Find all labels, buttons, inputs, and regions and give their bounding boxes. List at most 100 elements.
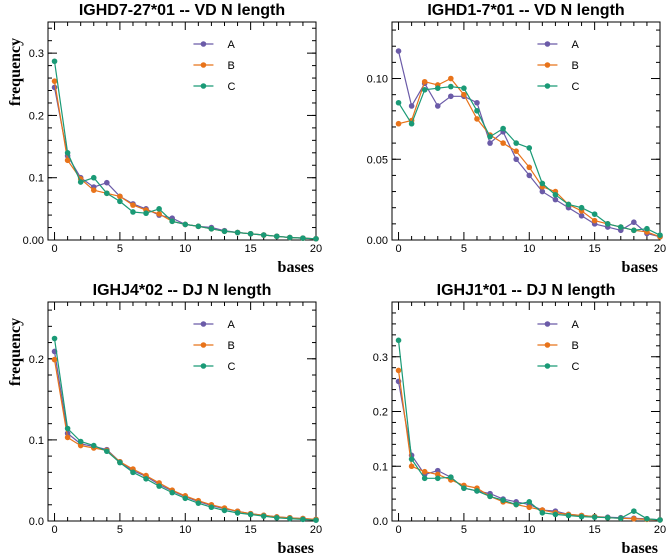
y-tick-label: 0.1 [373, 461, 388, 473]
data-point [434, 475, 441, 482]
data-point [287, 234, 293, 241]
data-point [526, 499, 533, 505]
chart-panel-3: 0 5 10 15 20 0.0 0.1 0.2 IGHJ4*02 -- DJ N length… [7, 282, 322, 557]
data-point [461, 85, 467, 92]
y-tick-label: 0.10 [367, 74, 388, 86]
data-point [221, 507, 228, 514]
legend-label: A [571, 39, 579, 51]
data-point [513, 156, 519, 163]
data-point [591, 211, 598, 217]
data-point [421, 475, 428, 482]
data-point [408, 456, 415, 462]
data-point [104, 179, 110, 186]
data-point [313, 517, 319, 523]
y-tick-label: 0.00 [23, 235, 44, 247]
data-point [117, 198, 123, 205]
data-point [300, 235, 306, 241]
data-point [90, 187, 97, 193]
legend-swatch-marker [200, 41, 207, 47]
data-point [591, 217, 598, 224]
data-point [208, 504, 215, 511]
x-tick-label: 0 [51, 524, 57, 536]
data-point [234, 229, 241, 236]
series-B [51, 78, 319, 242]
data-point [64, 425, 71, 432]
x-axis-label: bases [278, 540, 314, 557]
data-point [51, 58, 58, 65]
data-point [617, 515, 624, 522]
data-point [182, 221, 189, 228]
data-point [474, 488, 480, 494]
x-tick-label: 5 [461, 524, 467, 536]
data-point [631, 508, 637, 514]
plot-frame [47, 21, 317, 241]
chart-panel-4: 0 5 10 15 20 0.0 0.1 0.2 0.3 IGHJ1*01 -- DJ N len… [373, 282, 666, 557]
legend-label: C [571, 361, 579, 373]
data-point [421, 87, 428, 93]
data-point [644, 516, 650, 522]
y-tick-label: 0.00 [367, 235, 388, 247]
data-point [552, 191, 559, 198]
y-tick-label: 0.1 [29, 435, 44, 447]
data-point [77, 442, 84, 449]
series-line [397, 85, 661, 236]
series-line [53, 81, 317, 240]
x-tick-label: 10 [523, 524, 535, 536]
y-tick-label: 0.05 [367, 154, 388, 166]
data-point [487, 133, 493, 140]
series-line [53, 87, 317, 240]
plot-frame [391, 301, 661, 522]
series-C [395, 83, 663, 238]
data-point [221, 228, 228, 235]
series-A [51, 84, 319, 242]
plot-frame [391, 21, 661, 241]
data-point [526, 164, 533, 171]
data-point [395, 120, 402, 127]
data-point [631, 227, 637, 234]
data-point [169, 218, 175, 225]
data-point [487, 493, 493, 500]
y-tick-label: 0.0 [373, 516, 388, 528]
legend-swatch-marker [544, 363, 551, 369]
series-A [395, 48, 663, 240]
legend-swatch-marker [200, 363, 207, 369]
data-point [90, 174, 97, 181]
data-point [247, 230, 254, 237]
data-point [500, 497, 506, 503]
data-point [130, 202, 136, 208]
chart-title: IGHD7-27*01 -- VD N length [79, 2, 285, 19]
legend-swatch-marker [544, 342, 551, 348]
y-tick-label: 0.3 [29, 48, 44, 60]
x-tick-label: 20 [310, 243, 322, 255]
data-point [64, 434, 71, 441]
data-point [421, 78, 428, 85]
y-tick-label: 0.2 [29, 110, 44, 122]
legend-label: C [227, 361, 235, 373]
series-B [395, 75, 663, 240]
legend-swatch-marker [200, 62, 207, 68]
data-point [461, 91, 467, 98]
data-point [487, 140, 493, 146]
chart-panel-1: 0 5 10 15 20 0.00 0.1 0.2 0.3 IGHD7-27*01 -- VD N… [7, 2, 322, 276]
data-point [604, 221, 611, 227]
data-point [208, 225, 215, 232]
legend-label: A [227, 39, 235, 51]
data-point [434, 103, 441, 109]
x-tick-label: 5 [461, 243, 467, 255]
data-point [117, 193, 123, 200]
data-point [51, 335, 58, 342]
series-line [397, 340, 661, 521]
data-point [90, 442, 97, 449]
data-point [130, 209, 136, 215]
legend-swatch-marker [200, 321, 207, 327]
legend-label: C [227, 81, 235, 93]
legend-label: B [227, 340, 234, 352]
data-point [552, 511, 559, 518]
data-point [395, 367, 402, 374]
data-point [565, 201, 572, 208]
y-tick-label: 0.2 [373, 407, 388, 419]
data-point [513, 140, 519, 146]
data-point [408, 463, 415, 470]
chart-title: IGHJ4*02 -- DJ N length [93, 282, 272, 299]
